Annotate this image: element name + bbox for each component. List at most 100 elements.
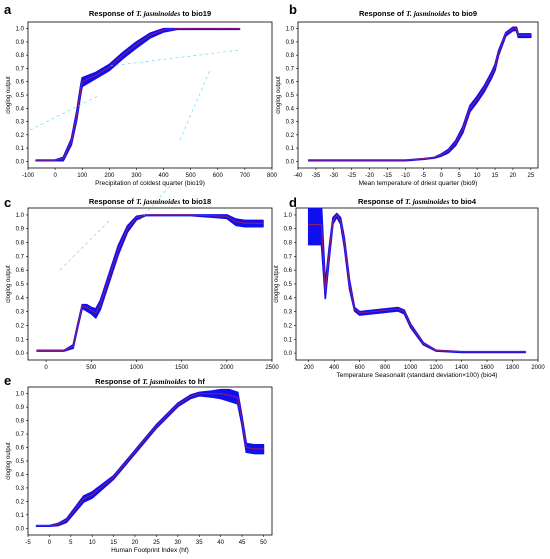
y-tick-label: 1.0 [16, 27, 25, 33]
data-point [72, 345, 74, 347]
data-point [235, 221, 237, 223]
data-point [211, 393, 213, 395]
x-tick-label: 10 [474, 173, 481, 179]
y-tick-label: 0.5 [16, 282, 25, 288]
y-tick-label: 0.7 [286, 66, 295, 72]
data-point [244, 222, 246, 224]
x-tick-label: 5 [69, 540, 73, 546]
x-tick-label: -35 [312, 173, 321, 179]
x-tick-label: 1400 [455, 365, 469, 371]
data-point [81, 305, 83, 307]
confidence-band [35, 388, 265, 528]
y-tick-label: 0.1 [284, 337, 293, 343]
data-point [76, 114, 78, 116]
y-tick-label: 0.2 [286, 133, 295, 139]
x-tick-label: 1000 [130, 365, 144, 371]
y-tick-label: 0.8 [16, 53, 25, 59]
title-suffix: to bio18 [180, 197, 211, 206]
plot-frame [27, 207, 273, 361]
x-tick-label: 1000 [404, 365, 418, 371]
data-point [155, 425, 158, 427]
x-tick-label: 0 [44, 365, 48, 371]
data-point [77, 324, 79, 327]
data-point [315, 223, 317, 226]
y-tick-label: 0.4 [286, 106, 295, 112]
data-point [135, 43, 138, 46]
y-tick-label: 0.5 [284, 282, 293, 288]
data-point [254, 448, 256, 450]
data-point [237, 397, 239, 399]
x-tick-label: 10 [89, 540, 96, 546]
data-point [435, 349, 437, 351]
panel-letter: d [289, 195, 297, 210]
data-point [228, 394, 230, 396]
x-tick-label: 200 [304, 365, 315, 371]
y-tick-label: 0.8 [16, 241, 25, 247]
data-point [371, 311, 374, 313]
x-tick-label: 35 [196, 540, 203, 546]
data-point [81, 81, 83, 83]
x-tick-label: -100 [22, 173, 35, 179]
data-layer [36, 214, 264, 352]
x-tick-label: 2500 [265, 365, 279, 371]
x-tick-label: 800 [380, 365, 391, 371]
y-tick-label: 0.8 [284, 241, 293, 247]
plot-frame [297, 21, 539, 169]
data-point [83, 498, 85, 500]
data-point [410, 324, 412, 327]
guide-line [179, 69, 211, 141]
data-point [511, 351, 514, 353]
y-tick-label: 0.2 [284, 323, 293, 329]
data-point [226, 215, 228, 217]
x-tick-label: 0 [48, 540, 52, 546]
title-species: T. jasminoides [142, 377, 186, 386]
y-tick-label: 1.0 [286, 27, 295, 33]
confidence-band [36, 214, 264, 352]
x-tick-label: 30 [174, 540, 181, 546]
title-species: T. jasminoides [405, 197, 449, 206]
data-point [328, 253, 330, 255]
y-tick-label: 0.3 [16, 486, 25, 492]
data-point [422, 342, 424, 345]
guide-line [139, 179, 176, 221]
x-tick-label: 600 [355, 365, 366, 371]
x-tick-label: 500 [186, 173, 197, 179]
y-tick-label: 0.8 [16, 419, 25, 425]
x-axis-label: Precipitation of coldest quarter (bio19) [95, 180, 205, 187]
y-axis-label: cloglog output [6, 265, 12, 303]
data-point [359, 312, 361, 314]
y-axis-label: cloglog output [6, 76, 12, 114]
x-tick-label: 20 [510, 173, 517, 179]
y-tick-label: 0.2 [16, 133, 25, 139]
x-tick-label: 2000 [531, 365, 545, 371]
x-tick-label: 40 [217, 540, 224, 546]
x-tick-label: 1200 [429, 365, 443, 371]
data-point [162, 29, 165, 31]
data-point [36, 349, 38, 351]
x-tick-label: 0 [440, 173, 444, 179]
data-point [343, 241, 345, 244]
y-tick-label: 0.5 [16, 459, 25, 465]
x-tick-label: 25 [153, 540, 160, 546]
chart-title: Response of T. jasminoides to bio4 [358, 197, 477, 206]
y-tick-label: 0.2 [16, 323, 25, 329]
data-point [99, 304, 101, 306]
x-tick-label: 100 [77, 173, 88, 179]
title-prefix: Response of [95, 377, 142, 386]
data-point [517, 34, 519, 36]
x-tick-label: 15 [110, 540, 117, 546]
x-tick-label: 25 [527, 173, 534, 179]
data-point [63, 349, 65, 351]
data-point [505, 33, 507, 35]
data-point [476, 98, 478, 100]
data-layer [307, 208, 527, 354]
data-point [238, 28, 241, 30]
panel-letter: e [4, 373, 11, 388]
data-point [217, 28, 219, 30]
data-point [70, 140, 72, 143]
chart-title: Response of T. jasminoides to hf [95, 377, 205, 386]
plot-frame [27, 386, 273, 536]
x-tick-label: -5 [421, 173, 427, 179]
y-tick-label: 0.5 [286, 93, 295, 99]
